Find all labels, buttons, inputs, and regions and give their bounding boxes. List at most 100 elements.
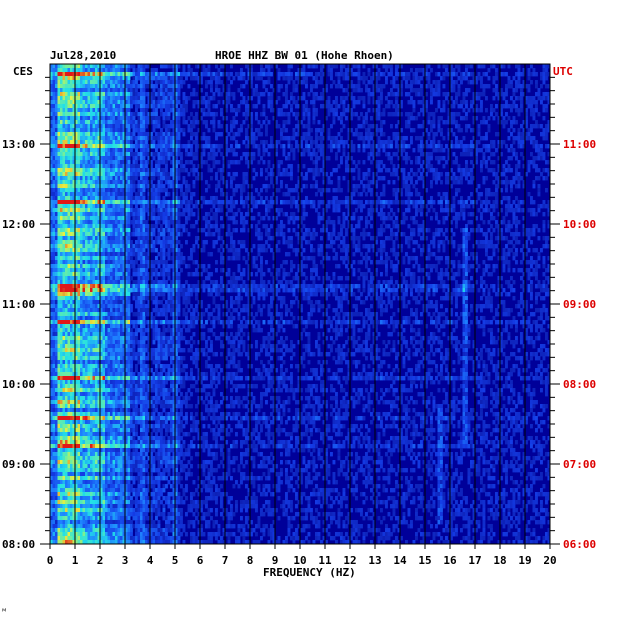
spectrogram-cell (230, 184, 233, 189)
spectrogram-cell (107, 208, 111, 213)
spectrogram-cell (427, 160, 431, 165)
spectrogram-cell (517, 176, 521, 181)
spectrogram-cell (375, 100, 378, 105)
spectrogram-cell (510, 108, 513, 113)
spectrogram-cell (350, 140, 353, 145)
spectrogram-cell (235, 108, 238, 113)
spectrogram-cell (497, 180, 501, 185)
spectrogram-cell (97, 172, 101, 177)
spectrogram-cell (100, 208, 103, 213)
spectrogram-cell (492, 192, 496, 197)
spectrogram-cell (85, 100, 88, 105)
spectrogram-cell (112, 212, 116, 217)
spectrogram-cell (290, 168, 293, 173)
spectrogram-cell (140, 212, 143, 217)
spectrogram-cell (80, 132, 83, 137)
spectrogram-cell (205, 212, 208, 217)
spectrogram-cell (422, 184, 426, 189)
spectrogram-cell (70, 200, 73, 205)
spectrogram-cell (505, 204, 508, 209)
spectrogram-cell (200, 80, 203, 85)
spectrogram-cell (80, 196, 83, 201)
spectrogram-cell (90, 148, 93, 153)
spectrogram-cell (317, 204, 321, 209)
spectrogram-cell (237, 88, 241, 93)
spectrogram-cell (375, 108, 378, 113)
spectrogram-cell (422, 132, 426, 137)
spectrogram-cell (327, 176, 331, 181)
spectrogram-cell (150, 104, 153, 109)
spectrogram-cell (447, 92, 451, 97)
spectrogram-cell (410, 100, 413, 105)
spectrogram-cell (192, 172, 196, 177)
spectrogram-cell (50, 176, 53, 181)
spectrogram-cell (87, 224, 91, 229)
spectrogram-cell (367, 128, 371, 133)
spectrogram-cell (212, 112, 216, 117)
spectrogram-cell (290, 200, 293, 205)
spectrogram-cell (300, 188, 303, 193)
spectrogram-cell (200, 136, 203, 141)
spectrogram-cell (260, 232, 263, 237)
spectrogram-cell (420, 196, 423, 201)
spectrogram-cell (395, 76, 398, 81)
spectrogram-cell (162, 160, 166, 165)
spectrogram-cell (172, 204, 176, 209)
spectrogram-cell (95, 128, 98, 133)
spectrogram-cell (220, 72, 223, 77)
spectrogram-cell (245, 132, 248, 137)
spectrogram-cell (187, 184, 191, 189)
spectrogram-cell (490, 160, 493, 165)
spectrogram-cell (97, 232, 101, 237)
spectrogram-cell (357, 144, 361, 149)
spectrogram-cell (87, 68, 91, 73)
spectrogram-cell (130, 220, 133, 225)
spectrogram-cell (272, 216, 276, 221)
spectrogram-cell (545, 188, 548, 193)
spectrogram-cell (222, 72, 226, 77)
spectrogram-cell (245, 80, 248, 85)
spectrogram-cell (180, 108, 183, 113)
spectrogram-cell (127, 108, 131, 113)
spectrogram-cell (82, 148, 86, 153)
spectrogram-cell (515, 168, 518, 173)
spectrogram-cell (55, 72, 58, 77)
spectrogram-cell (402, 216, 406, 221)
spectrogram-cell (102, 188, 106, 193)
spectrogram-cell (117, 204, 121, 209)
spectrogram-cell (117, 192, 121, 197)
spectrogram-cell (70, 64, 73, 69)
spectrogram-cell (407, 188, 411, 193)
spectrogram-cell (170, 152, 173, 157)
spectrogram-cell (127, 112, 131, 117)
spectrogram-cell (162, 228, 166, 233)
spectrogram-cell (292, 96, 296, 101)
spectrogram-cell (262, 104, 266, 109)
spectrogram-cell (357, 224, 361, 229)
spectrogram-cell (470, 144, 473, 149)
spectrogram-cell (205, 220, 208, 225)
spectrogram-cell (352, 96, 356, 101)
spectrogram-cell (110, 188, 113, 193)
spectrogram-cell (465, 88, 468, 93)
spectrogram-cell (242, 216, 246, 221)
spectrogram-cell (340, 224, 343, 229)
spectrogram-cell (547, 208, 550, 213)
spectrogram-cell (302, 124, 306, 129)
spectrogram-cell (267, 80, 271, 85)
spectrogram-cell (297, 96, 301, 101)
spectrogram-cell (115, 76, 118, 81)
spectrogram-cell (492, 80, 496, 85)
spectrogram-cell (67, 188, 71, 193)
spectrogram-cell (182, 120, 186, 125)
spectrogram-cell (230, 104, 233, 109)
spectrogram-cell (372, 92, 376, 97)
spectrogram-cell (135, 232, 138, 237)
spectrogram-cell (355, 224, 358, 229)
spectrogram-cell (357, 68, 361, 73)
spectrogram-cell (180, 128, 183, 133)
spectrogram-cell (110, 104, 113, 109)
spectrogram-cell (317, 188, 321, 193)
spectrogram-cell (430, 204, 433, 209)
spectrogram-cell (67, 228, 71, 233)
